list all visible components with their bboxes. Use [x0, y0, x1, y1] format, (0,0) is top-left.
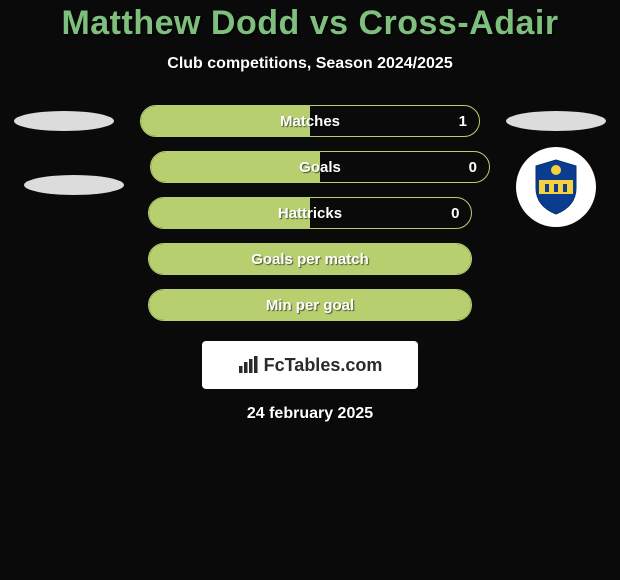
stat-bar: Goals 0 [150, 151, 490, 183]
stat-label: Matches [280, 113, 340, 130]
shield-icon [531, 158, 581, 216]
stat-row-gpm: Goals per match [0, 243, 620, 275]
player-right-badge [506, 111, 606, 131]
brand-label: FcTables.com [238, 355, 383, 376]
player-left-badge [14, 111, 114, 131]
stat-value: 0 [469, 159, 477, 176]
player-left-badge [24, 175, 124, 195]
bar-chart-icon [238, 356, 260, 374]
page-title: Matthew Dodd vs Cross-Adair [0, 4, 620, 43]
stat-row-mpg: Min per goal [0, 289, 620, 321]
stat-bar: Matches 1 [140, 105, 480, 137]
stat-value: 1 [459, 113, 467, 130]
stat-bar: Min per goal [148, 289, 473, 321]
stat-label: Goals per match [251, 251, 369, 268]
stat-value: 0 [451, 205, 459, 222]
stat-label: Min per goal [266, 297, 354, 314]
brand-text: FcTables.com [264, 355, 383, 376]
date-label: 24 february 2025 [0, 405, 620, 423]
stat-row-matches: Matches 1 [0, 105, 620, 137]
stat-bar: Goals per match [148, 243, 473, 275]
stat-bar: Hattricks 0 [148, 197, 473, 229]
brand-badge[interactable]: FcTables.com [202, 341, 418, 389]
stat-fill [151, 152, 320, 182]
stat-row-goals: Goals 0 [0, 151, 620, 183]
stat-label: Goals [299, 159, 341, 176]
season-subtitle: Club competitions, Season 2024/2025 [0, 55, 620, 73]
stats-comparison-panel: Matthew Dodd vs Cross-Adair Club competi… [0, 0, 620, 423]
club-logo [516, 147, 596, 227]
stat-label: Hattricks [278, 205, 342, 222]
